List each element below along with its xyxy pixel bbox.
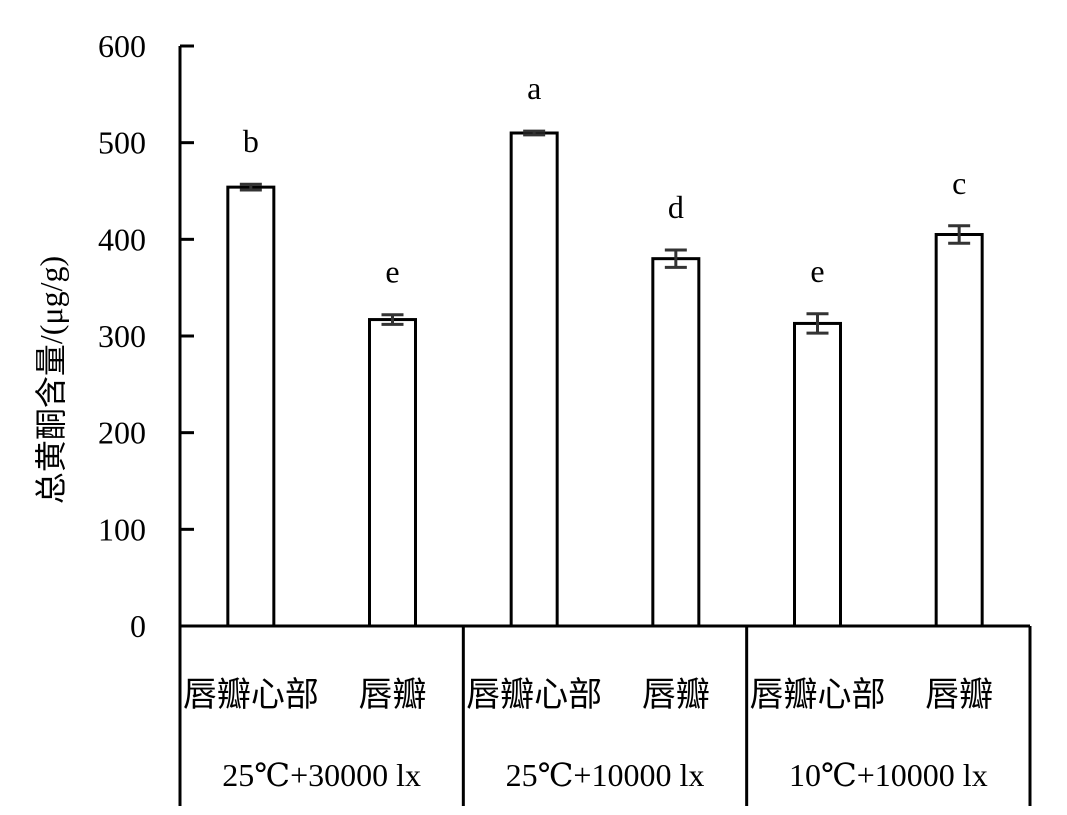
bar: [651, 257, 701, 628]
x-category-label: 唇瓣: [642, 677, 710, 714]
error-bar: [664, 248, 687, 269]
x-group-label: 25℃+10000 lx: [506, 757, 705, 793]
x-category-label: 唇瓣: [359, 677, 427, 714]
y-tick-label: 500: [98, 125, 146, 161]
x-category-label: 唇瓣心部: [183, 676, 319, 714]
y-axis: 0 100 200 300 400 500 600: [98, 28, 194, 806]
error-bar: [523, 129, 546, 137]
y-tick-label: 100: [98, 511, 146, 547]
x-category-label: 唇瓣心部: [750, 676, 886, 714]
error-bar: [239, 182, 262, 192]
error-bar: [948, 224, 971, 245]
bar: [509, 131, 559, 628]
bar: [934, 233, 984, 628]
bar: [226, 185, 276, 628]
x-axis: 唇瓣心部 唇瓣 唇瓣心部 唇瓣 唇瓣心部 唇瓣 25℃+30000 lx 25℃+10000 …: [180, 624, 1032, 806]
significance-letter: b: [243, 123, 259, 159]
x-category-label: 唇瓣: [925, 677, 993, 714]
error-bar: [381, 313, 404, 326]
y-axis-label: 总黄酮含量/(μg/g): [33, 256, 69, 504]
significance-letter: c: [952, 165, 966, 201]
significance-letter: a: [527, 70, 541, 106]
y-tick-label: 400: [98, 221, 146, 257]
bar: [368, 318, 417, 628]
error-bar: [806, 312, 829, 335]
y-tick-label: 300: [98, 318, 146, 354]
bar: [793, 321, 842, 628]
y-tick-label: 600: [98, 28, 146, 64]
significance-letter: e: [385, 254, 399, 290]
x-group-label: 10℃+10000 lx: [789, 757, 988, 793]
x-group-label: 25℃+30000 lx: [222, 757, 421, 793]
significance-letter: d: [668, 189, 684, 225]
y-tick-label: 200: [98, 415, 146, 451]
x-category-label: 唇瓣心部: [466, 676, 602, 714]
significance-letter: e: [810, 253, 824, 289]
y-tick-label: 0: [130, 608, 146, 644]
bars: b e a d e c: [226, 70, 984, 628]
